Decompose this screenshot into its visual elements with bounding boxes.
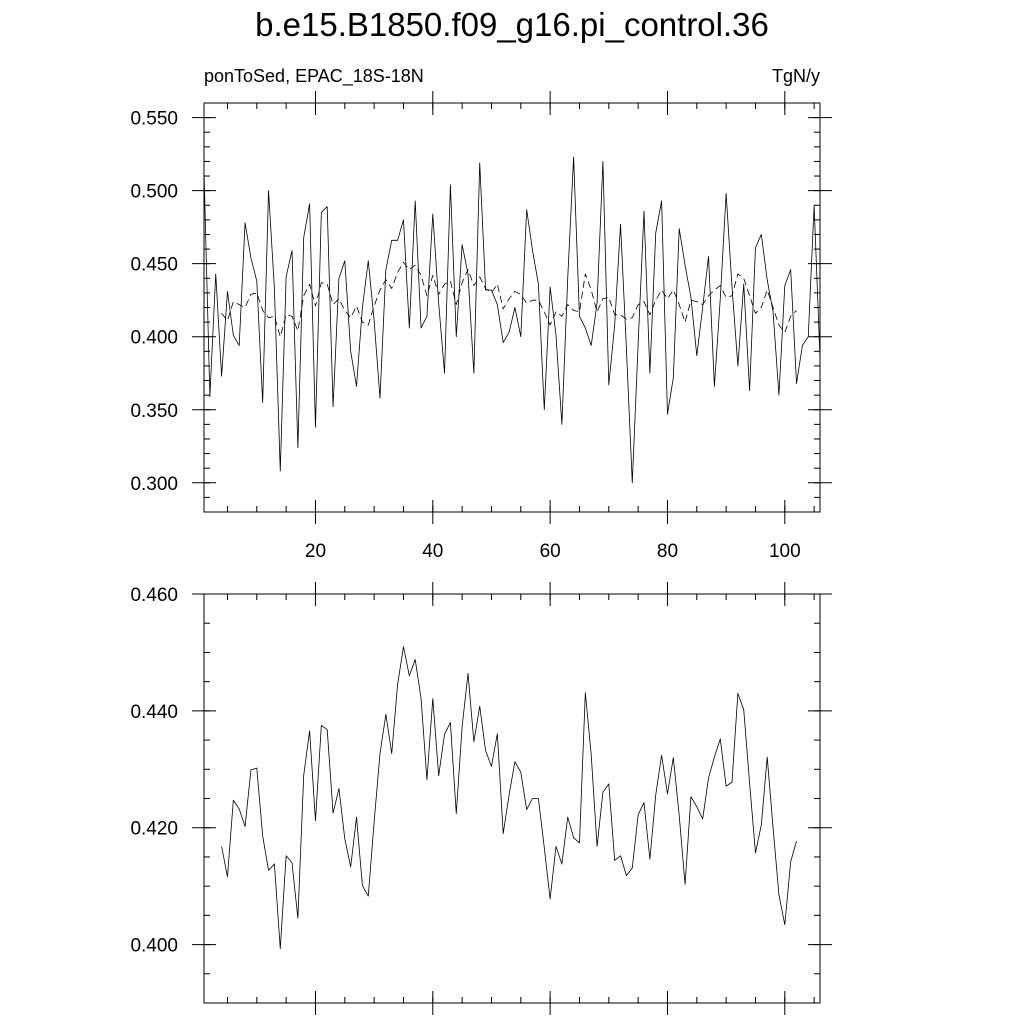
chart-title: b.e15.B1850.f09_g16.pi_control.36 [255, 6, 769, 43]
y-tick-label: 0.500 [130, 182, 178, 203]
y-tick-label: 0.400 [130, 936, 178, 957]
y-tick-label: 0.300 [130, 474, 178, 495]
series-line [221, 646, 797, 950]
y-tick-label: 0.460 [130, 585, 178, 606]
plot-frame [203, 102, 821, 513]
y-tick-label: 0.550 [130, 109, 178, 130]
x-tick-label: 80 [657, 541, 678, 562]
x-tick-label: 40 [422, 541, 443, 562]
y-tick-label: 0.400 [130, 328, 178, 349]
y-tick-label: 0.440 [130, 702, 178, 723]
y-tick-label: 0.350 [130, 401, 178, 422]
chart-panel-2: 0.400 0.420 0.440 0.460 [130, 582, 832, 1015]
plot-frame [203, 593, 821, 1004]
series-line [203, 156, 821, 484]
chart-panel-1: 0.300 0.350 0.400 0.450 0.500 0.550 20 40 60 80 10… [130, 91, 832, 562]
variable-region-label: ponToSed, EPAC_18S-18N [204, 66, 424, 86]
y-tick-label: 0.450 [130, 255, 178, 276]
y-tick-label: 0.420 [130, 819, 178, 840]
x-tick-label: 60 [540, 541, 561, 562]
running-mean-line [221, 261, 797, 338]
x-tick-label: 100 [769, 541, 801, 562]
x-tick-label: 20 [305, 541, 326, 562]
units-label: TgN/y [771, 66, 820, 86]
